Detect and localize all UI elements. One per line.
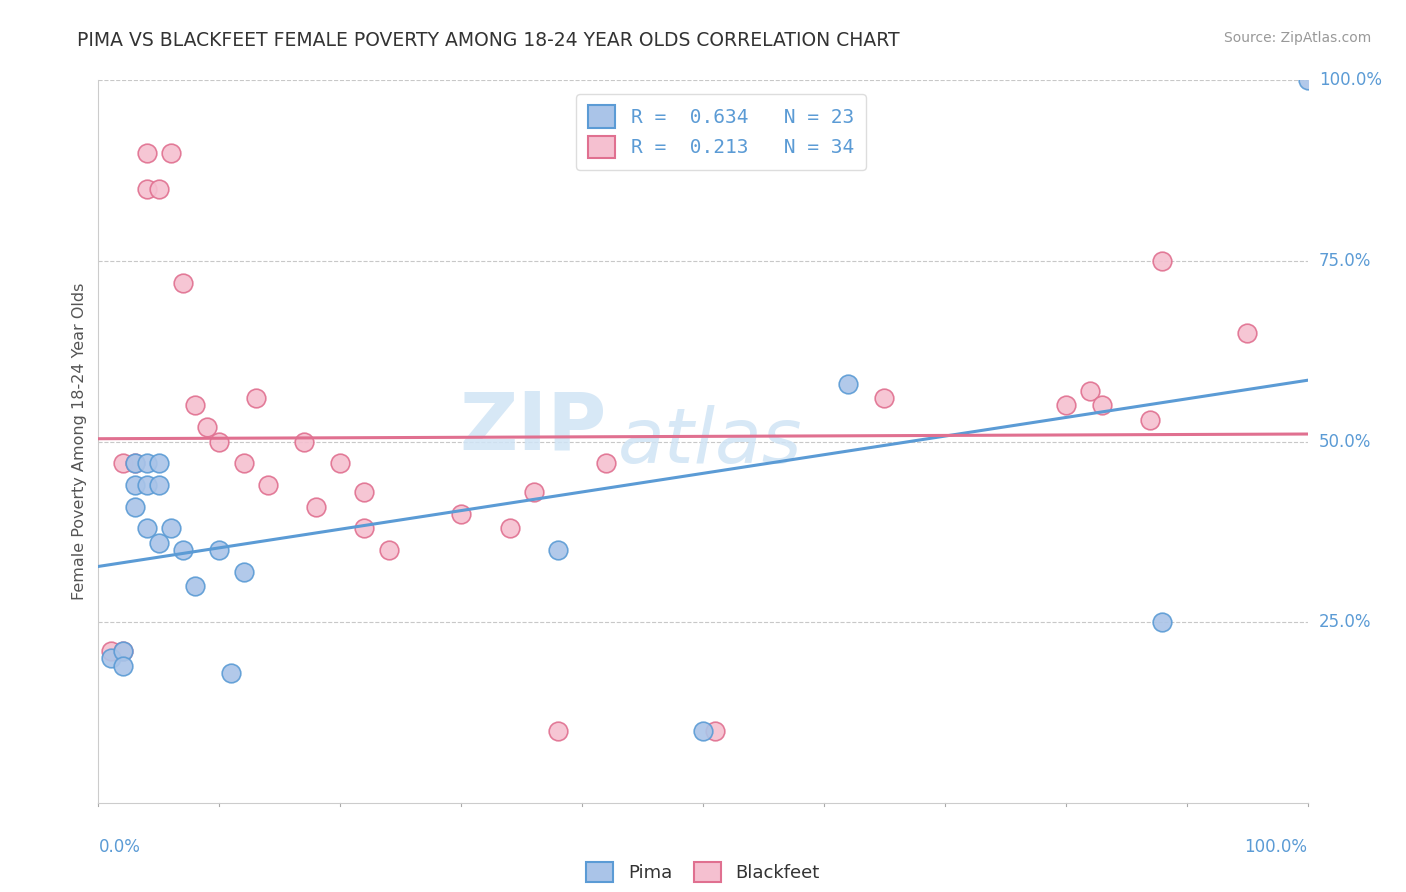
Text: 75.0%: 75.0% xyxy=(1319,252,1371,270)
Point xyxy=(1236,326,1258,340)
Point xyxy=(184,398,207,412)
Point xyxy=(135,145,157,160)
Point xyxy=(498,521,520,535)
Text: 100.0%: 100.0% xyxy=(1319,71,1382,89)
Point xyxy=(692,723,714,738)
Text: Source: ZipAtlas.com: Source: ZipAtlas.com xyxy=(1223,31,1371,45)
Point xyxy=(704,723,727,738)
Point xyxy=(1139,413,1161,427)
Text: atlas: atlas xyxy=(619,405,803,478)
Point xyxy=(547,542,569,557)
Y-axis label: Female Poverty Among 18-24 Year Olds: Female Poverty Among 18-24 Year Olds xyxy=(72,283,87,600)
Point xyxy=(124,456,146,470)
Point xyxy=(232,565,254,579)
Text: ZIP: ZIP xyxy=(458,388,606,467)
Point xyxy=(256,478,278,492)
Point xyxy=(353,485,375,500)
Point xyxy=(172,542,194,557)
Point xyxy=(1078,384,1101,398)
Point xyxy=(523,485,546,500)
Point xyxy=(232,456,254,470)
Point xyxy=(837,376,859,391)
Point xyxy=(100,651,122,665)
Point xyxy=(353,521,375,535)
Point xyxy=(124,456,146,470)
Point xyxy=(1152,615,1174,630)
Text: PIMA VS BLACKFEET FEMALE POVERTY AMONG 18-24 YEAR OLDS CORRELATION CHART: PIMA VS BLACKFEET FEMALE POVERTY AMONG 1… xyxy=(77,31,900,50)
Text: 0.0%: 0.0% xyxy=(98,838,141,855)
Point xyxy=(1054,398,1077,412)
Point xyxy=(135,182,157,196)
Point xyxy=(547,723,569,738)
Point xyxy=(1091,398,1114,412)
Legend: Pima, Blackfeet: Pima, Blackfeet xyxy=(579,855,827,889)
Point xyxy=(377,542,399,557)
Point xyxy=(160,521,183,535)
Point xyxy=(195,420,218,434)
Text: 25.0%: 25.0% xyxy=(1319,613,1371,632)
Text: 100.0%: 100.0% xyxy=(1244,838,1308,855)
Point xyxy=(111,658,134,673)
Point xyxy=(148,535,170,549)
Point xyxy=(172,276,194,290)
Point xyxy=(148,456,170,470)
Text: 50.0%: 50.0% xyxy=(1319,433,1371,450)
Point xyxy=(292,434,315,449)
Point xyxy=(208,542,231,557)
Point xyxy=(135,478,157,492)
Point xyxy=(124,478,146,492)
Point xyxy=(595,456,617,470)
Point xyxy=(111,456,134,470)
Point xyxy=(245,391,267,405)
Point xyxy=(1296,73,1319,87)
Point xyxy=(135,456,157,470)
Point xyxy=(148,182,170,196)
Point xyxy=(100,644,122,658)
Point xyxy=(1152,253,1174,268)
Point xyxy=(450,507,472,521)
Point xyxy=(148,478,170,492)
Point xyxy=(184,579,207,593)
Point xyxy=(208,434,231,449)
Point xyxy=(124,500,146,514)
Point xyxy=(111,644,134,658)
Point xyxy=(329,456,352,470)
Point xyxy=(135,521,157,535)
Point xyxy=(111,644,134,658)
Point xyxy=(305,500,328,514)
Point xyxy=(160,145,183,160)
Point xyxy=(221,665,243,680)
Point xyxy=(873,391,896,405)
